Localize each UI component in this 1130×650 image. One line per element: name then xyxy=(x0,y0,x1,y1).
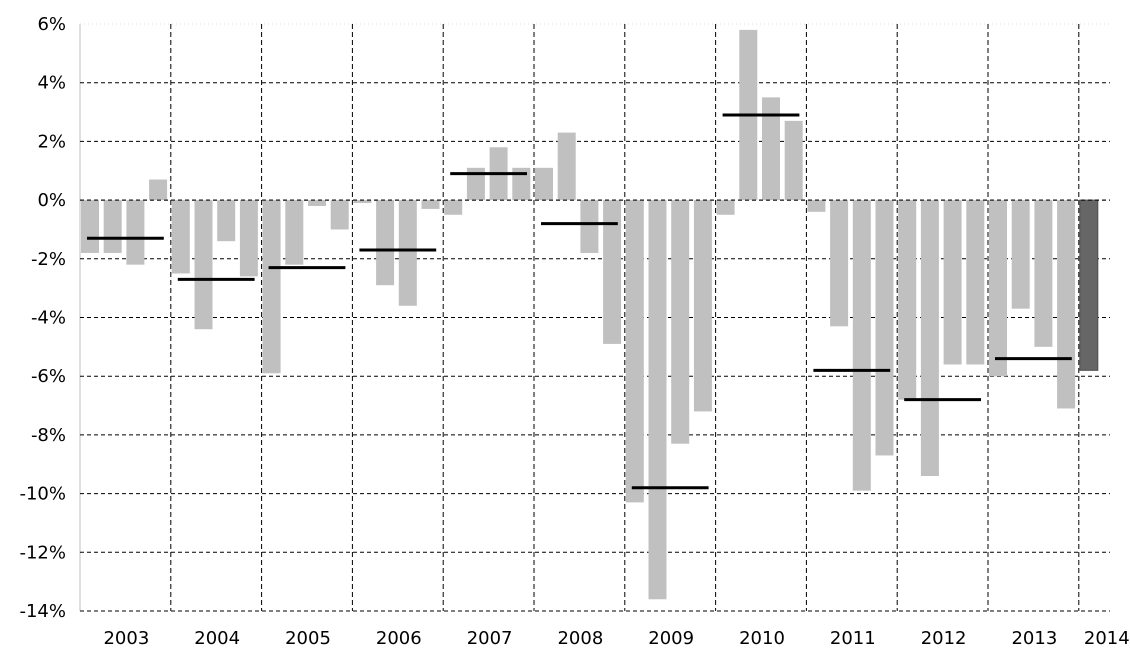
bar-2012-q2 xyxy=(920,200,939,476)
bar-2012-q4 xyxy=(966,200,985,365)
y-tick-label: 2% xyxy=(37,131,66,152)
bar-2007-q1 xyxy=(444,200,463,215)
bar-2005-q1 xyxy=(262,200,281,374)
annual-average-markers xyxy=(87,113,1072,490)
bar-2009-q3 xyxy=(671,200,690,444)
bar-2004-q1 xyxy=(171,200,190,274)
y-tick-label: 4% xyxy=(37,73,66,94)
bar-2010-q4 xyxy=(784,120,803,201)
bar-2013-q3 xyxy=(1034,200,1053,347)
x-tick-label: 2011 xyxy=(830,628,876,649)
bar-2013-q2 xyxy=(1011,200,1030,309)
bar-2003-q4 xyxy=(149,179,168,201)
bar-2003-q2 xyxy=(103,200,122,253)
bar-2008-q1 xyxy=(535,167,553,201)
x-tick-label: 2012 xyxy=(921,628,967,649)
x-tick-label: 2003 xyxy=(103,628,149,649)
x-tick-label: 2007 xyxy=(467,628,513,649)
bar-2011-q3 xyxy=(852,200,871,491)
bar-2011-q2 xyxy=(830,200,849,327)
bar-2011-q1 xyxy=(807,200,826,212)
bar-2009-q2 xyxy=(648,200,667,600)
x-tick-label: 2008 xyxy=(557,628,603,649)
bar-2005-q3 xyxy=(308,200,326,206)
x-tick-label: 2010 xyxy=(739,628,785,649)
y-tick-label: -6% xyxy=(31,366,66,387)
y-tick-label: -2% xyxy=(31,249,66,270)
bar-2003-q1 xyxy=(81,200,99,253)
y-tick-label: -12% xyxy=(19,542,66,563)
bar-2006-q1 xyxy=(353,200,372,204)
bar-2006-q2 xyxy=(376,200,395,286)
y-tick-label: -10% xyxy=(19,484,66,505)
bar-2013-q1 xyxy=(989,200,1007,377)
bar-2009-q1 xyxy=(625,200,644,503)
x-tick-label: 2009 xyxy=(648,628,694,649)
bar-2003-q3 xyxy=(126,200,145,265)
y-tick-label: 6% xyxy=(37,14,66,35)
bar-2010-q3 xyxy=(762,97,780,201)
y-tick-label: -4% xyxy=(31,308,66,329)
bar-2008-q3 xyxy=(580,200,599,253)
bar-2009-q4 xyxy=(693,200,712,412)
x-axis-year-labels: 2003 2004 2005 2006 2007 2008 2009 2010 2011 2012… xyxy=(103,628,1129,649)
y-axis-ticks: 6% 4% 2% 0% -2% -4% -6% -8% -10% -12% -14% xyxy=(19,14,66,622)
bar-2004-q2 xyxy=(194,200,213,330)
bar-2004-q3 xyxy=(217,200,236,242)
x-tick-label: 2006 xyxy=(376,628,422,649)
bar-2006-q3 xyxy=(398,200,417,306)
gridlines xyxy=(79,23,1110,612)
bar-2014-q1 xyxy=(1079,199,1099,371)
bar-2005-q2 xyxy=(285,200,304,265)
x-tick-label: 2004 xyxy=(194,628,240,649)
bar-2008-q4 xyxy=(603,200,622,344)
bar-2008-q2 xyxy=(557,132,576,201)
quarterly-bars xyxy=(81,29,1099,600)
x-tick-label: 2013 xyxy=(1011,628,1057,649)
y-tick-label: 0% xyxy=(37,190,66,211)
bar-2004-q4 xyxy=(239,200,258,277)
bar-2011-q4 xyxy=(875,200,894,456)
bar-2013-q4 xyxy=(1057,200,1076,409)
x-tick-label: 2005 xyxy=(285,628,331,649)
y-tick-label: -8% xyxy=(31,425,66,446)
y-tick-label: -14% xyxy=(19,601,66,622)
bar-2006-q4 xyxy=(421,200,440,209)
bar-2012-q1 xyxy=(898,200,917,400)
bar-2007-q4 xyxy=(512,167,531,201)
bar-2007-q2 xyxy=(466,167,485,201)
bar-2010-q1 xyxy=(716,200,735,215)
x-tick-label: 2014 xyxy=(1084,628,1130,649)
bar-2012-q3 xyxy=(943,200,962,365)
bar-2005-q4 xyxy=(330,200,349,230)
